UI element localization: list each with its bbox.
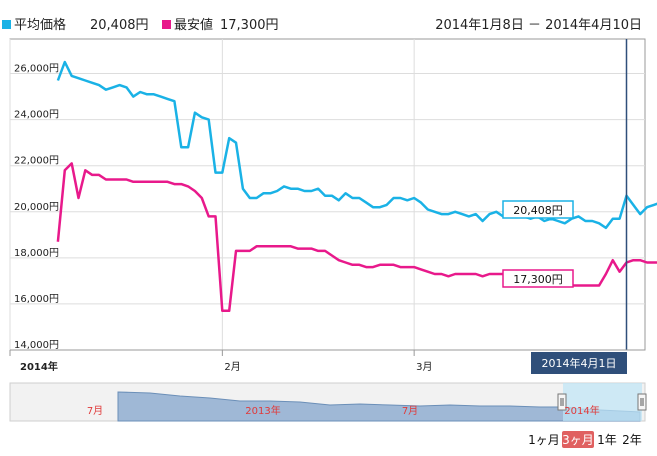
range-button-3m-label: 3ヶ月 bbox=[562, 433, 594, 447]
y-tick-label: 26,000円 bbox=[14, 64, 59, 75]
range-button-1y-label: 1年 bbox=[597, 433, 617, 447]
legend[interactable]: 平均価格 20,408円 最安値 17,300円 bbox=[2, 17, 279, 33]
navigator-handle-left[interactable] bbox=[557, 393, 567, 411]
legend-swatch-average bbox=[2, 20, 11, 29]
y-tick-label: 18,000円 bbox=[14, 248, 59, 259]
range-button-2y[interactable]: 2年 bbox=[620, 431, 644, 448]
crosshair-date-text: 2014年4月1日 bbox=[542, 356, 617, 370]
date-range-label: 2014年1月8日 － 2014年4月10日 bbox=[435, 18, 642, 33]
average-callout: 20,408円 bbox=[502, 200, 574, 219]
y-tick-label: 14,000円 bbox=[14, 340, 59, 351]
range-button-2y-label: 2年 bbox=[622, 433, 642, 447]
average-callout-text: 20,408円 bbox=[513, 204, 563, 217]
x-tick-label: 3月 bbox=[416, 361, 432, 373]
crosshair-date-label: 2014年4月1日 bbox=[531, 352, 627, 374]
range-button-3m[interactable]: 3ヶ月 bbox=[562, 431, 594, 448]
y-tick-label: 22,000円 bbox=[14, 156, 59, 167]
lowest-callout: 17,300円 bbox=[502, 269, 574, 288]
x-tick-label: 2014年 bbox=[20, 360, 58, 373]
legend-value-average: 20,408円 bbox=[90, 18, 149, 33]
series-line-average[interactable] bbox=[56, 60, 657, 230]
range-button-1m[interactable]: 1ヶ月 bbox=[527, 431, 561, 448]
range-button-1y[interactable]: 1年 bbox=[595, 431, 619, 448]
range-selector[interactable]: 1ヶ月 3ヶ月 1年 2年 bbox=[527, 431, 644, 448]
navigator-label-3: 7月 bbox=[402, 405, 418, 417]
navigator-label-1: 7月 bbox=[87, 405, 103, 417]
x-tick-label: 2月 bbox=[224, 361, 240, 373]
navigator[interactable]: 7月 2013年 7月 2014年 bbox=[9, 382, 647, 422]
y-axis-ticks: 14,000円 16,000円 18,000円 20,000円 22,000円 24,00… bbox=[14, 64, 59, 351]
range-button-1m-label: 1ヶ月 bbox=[528, 433, 560, 447]
lowest-callout-text: 17,300円 bbox=[513, 273, 563, 286]
x-axis-ticks: 2014年 2月 3月 bbox=[9, 350, 433, 373]
navigator-handle-right[interactable] bbox=[637, 393, 647, 411]
y-tick-label: 20,000円 bbox=[14, 202, 59, 213]
legend-swatch-lowest bbox=[162, 20, 171, 29]
legend-label-lowest: 最安値 bbox=[174, 17, 213, 33]
y-tick-label: 16,000円 bbox=[14, 294, 59, 305]
legend-label-average: 平均価格 bbox=[14, 17, 66, 33]
navigator-label-4: 2014年 bbox=[564, 404, 599, 417]
navigator-label-2: 2013年 bbox=[245, 404, 280, 417]
y-tick-label: 24,000円 bbox=[14, 110, 59, 121]
navigator-selection[interactable] bbox=[563, 383, 642, 421]
legend-value-lowest: 17,300円 bbox=[220, 18, 279, 33]
